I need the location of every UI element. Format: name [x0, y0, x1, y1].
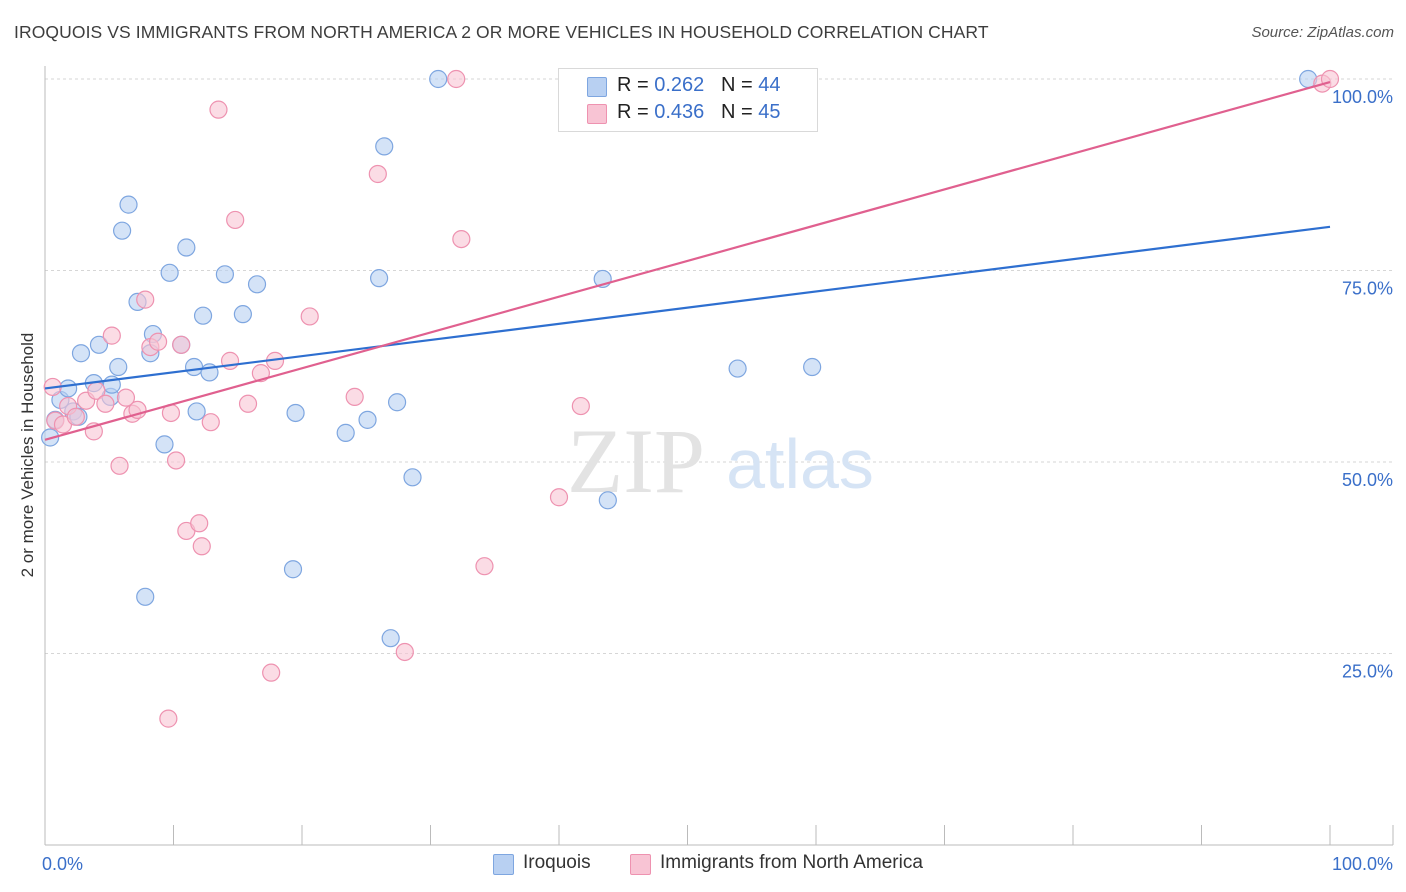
- immigrants-point: [166, 451, 186, 470]
- iroquois-point: [803, 357, 822, 377]
- iroquois-point: [387, 393, 407, 412]
- immigrants-point: [452, 229, 471, 249]
- immigrants-point: [192, 537, 211, 556]
- immigrants-point: [549, 488, 569, 507]
- iroquois-point: [403, 468, 422, 487]
- legend-swatch-pink: [630, 854, 651, 875]
- points-layer: [41, 69, 1340, 728]
- immigrants-point: [475, 557, 494, 576]
- legend-r-value: 0.262: [654, 74, 705, 96]
- axis-layer: [44, 66, 1394, 846]
- iroquois-point: [336, 423, 355, 442]
- immigrants-point: [66, 407, 85, 426]
- iroquois-point: [375, 137, 394, 156]
- y-tick-label: 75.0%: [1342, 279, 1393, 299]
- x-tick-label-max: 100.0%: [1332, 854, 1393, 874]
- watermark-zip: ZIP: [567, 410, 705, 512]
- iroquois-point: [233, 305, 252, 324]
- chart-title: IROQUOIS VS IMMIGRANTS FROM NORTH AMERIC…: [14, 22, 989, 42]
- x-tick-label-min: 0.0%: [42, 854, 83, 874]
- iroquois-point: [89, 335, 109, 354]
- iroquois-point: [429, 69, 448, 89]
- iroquois-point: [177, 238, 196, 257]
- immigrants-point: [226, 210, 245, 230]
- immigrants-point: [1320, 69, 1340, 89]
- legend-label: Iroquois: [523, 852, 591, 873]
- immigrants-point: [395, 642, 414, 662]
- immigrants-point: [209, 100, 228, 119]
- legend-swatch-blue: [587, 77, 607, 97]
- legend-series: Iroquois Immigrants from North America: [0, 852, 1406, 878]
- immigrants-point: [201, 413, 220, 432]
- immigrants-point: [148, 332, 168, 351]
- iroquois-point: [247, 275, 267, 294]
- iroquois-point: [728, 359, 747, 378]
- iroquois-point: [598, 491, 617, 510]
- immigrants-point: [102, 326, 121, 345]
- legend-n-value: 45: [758, 101, 781, 123]
- grid-layer: [45, 78, 1393, 654]
- legend-r-label: R =: [617, 74, 655, 96]
- immigrants-point: [110, 456, 129, 475]
- immigrants-point: [262, 663, 281, 682]
- immigrants-point: [571, 396, 590, 416]
- iroquois-point: [283, 560, 303, 579]
- immigrants-point: [190, 514, 209, 533]
- immigrants-point: [300, 307, 319, 326]
- iroquois-point: [109, 357, 128, 377]
- immigrants-point: [447, 69, 466, 89]
- iroquois-point: [59, 379, 78, 398]
- iroquois-point: [193, 306, 213, 325]
- legend-r-value: 0.436: [654, 101, 705, 123]
- tick-label-layer: 25.0% 50.0% 75.0% 100.0% 0.0% 100.0%: [42, 87, 1393, 874]
- iroquois-point: [155, 435, 174, 454]
- iroquois-trend-line: [44, 225, 1331, 390]
- y-tick-label: 100.0%: [1332, 87, 1393, 107]
- immigrants-trend-line: [44, 81, 1331, 441]
- iroquois-point: [215, 265, 234, 284]
- y-tick-label: 50.0%: [1342, 470, 1393, 490]
- legend-r-label: R =: [617, 101, 655, 123]
- immigrants-point: [136, 290, 155, 309]
- iroquois-point: [184, 357, 204, 377]
- iroquois-point: [119, 195, 138, 214]
- immigrants-point: [345, 387, 364, 406]
- iroquois-point: [71, 344, 91, 363]
- legend-swatch-blue: [493, 854, 514, 875]
- immigrants-point: [368, 164, 387, 184]
- immigrants-point: [172, 335, 191, 354]
- iroquois-point: [160, 263, 179, 282]
- legend-label: Immigrants from North America: [660, 852, 923, 873]
- trend-layer: [44, 81, 1331, 441]
- iroquois-point: [286, 403, 305, 423]
- source-label: Source: ZipAtlas.com: [1251, 24, 1394, 41]
- immigrants-point: [159, 709, 178, 728]
- iroquois-point: [187, 402, 206, 421]
- y-axis-label: 2 or more Vehicles in Household: [18, 332, 37, 578]
- iroquois-point: [112, 221, 132, 240]
- iroquois-point: [358, 410, 377, 429]
- legend-swatch-pink: [587, 104, 607, 124]
- legend-stats: R = 0.262 N = 44 R = 0.436 N = 45: [558, 68, 818, 132]
- iroquois-point: [136, 587, 155, 606]
- legend-n-label: N =: [720, 74, 759, 96]
- watermark: ZIP atlas: [567, 410, 874, 512]
- y-tick-label: 25.0%: [1342, 662, 1393, 682]
- immigrants-point: [96, 394, 115, 413]
- immigrants-point: [116, 388, 136, 407]
- legend-n-value: 44: [758, 74, 781, 96]
- immigrants-point: [238, 394, 258, 413]
- iroquois-point: [370, 269, 389, 288]
- legend-n-label: N =: [720, 101, 759, 123]
- watermark-atlas: atlas: [726, 425, 874, 503]
- iroquois-point: [381, 629, 400, 648]
